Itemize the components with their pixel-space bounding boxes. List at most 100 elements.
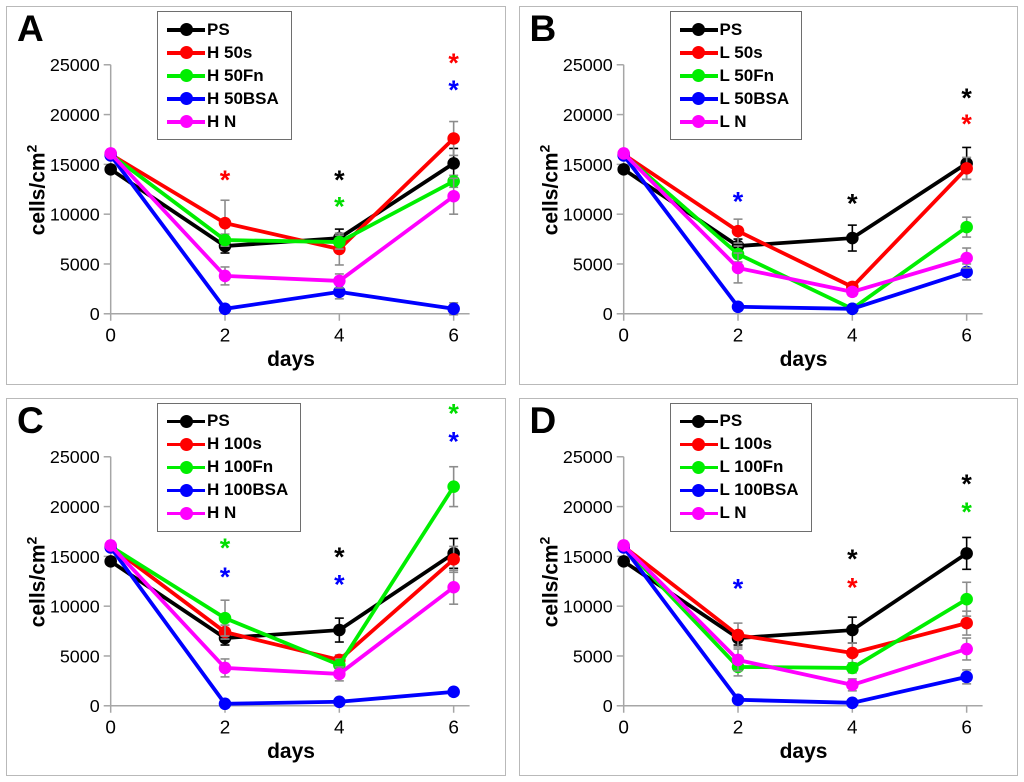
data-point: [447, 302, 460, 316]
data-point: [959, 616, 973, 629]
significance-asterisk: *: [961, 109, 972, 139]
legend-dot: [179, 437, 193, 451]
significance-asterisk: *: [334, 165, 345, 195]
y-tick-label: 5000: [572, 646, 612, 666]
legend-label: L N: [719, 503, 747, 522]
x-tick-label: 2: [220, 326, 231, 347]
significance-asterisk: *: [448, 426, 459, 456]
y-tick-label: 10000: [562, 205, 612, 225]
data-point: [731, 224, 744, 238]
y-axis-title-base: cells/cm: [26, 543, 50, 627]
legend-item-H-100Fn: H 100Fn: [167, 457, 288, 477]
significance-asterisk: *: [334, 569, 345, 599]
series-line: [622, 544, 967, 655]
legend-item-L-50Fn: L 50Fn: [679, 65, 790, 85]
legend-label: PS: [719, 411, 743, 430]
data-point: [731, 300, 744, 314]
series-line: [109, 137, 455, 252]
data-point: [333, 235, 346, 249]
legend-marker-icon: [679, 92, 718, 105]
legend-marker-icon: [167, 437, 205, 451]
legend-item-H-50Fn: H 50Fn: [167, 66, 279, 85]
data-point: [959, 265, 973, 279]
y-tick-label: 25000: [50, 55, 100, 75]
annotations: *****: [220, 48, 460, 221]
series-line: [621, 152, 967, 294]
series-line: [622, 161, 968, 248]
panel-C: 0 5000 10000 15000 20000 25000 0 2 4 6 * * * * * * C ce…: [6, 397, 506, 776]
series-PS: [104, 537, 460, 646]
data-point: [731, 693, 744, 706]
significance-asterisk: *: [448, 75, 459, 105]
legend-label: L 50Fn: [719, 65, 774, 85]
legend-label: H 100BSA: [207, 480, 289, 499]
legend-dot: [692, 460, 705, 474]
data-point: [104, 554, 117, 568]
data-point: [447, 580, 460, 594]
series-L-100s: [616, 539, 973, 664]
data-point: [616, 163, 630, 176]
x-axis-title: days: [779, 739, 828, 763]
data-point: [616, 554, 630, 568]
legend-marker-icon: [679, 437, 718, 451]
data-point: [447, 479, 460, 493]
legend-dot: [692, 437, 705, 451]
significance-asterisk: *: [847, 572, 858, 602]
series-PS: [616, 536, 973, 646]
legend-dot: [179, 92, 193, 105]
data-point: [447, 189, 460, 203]
x-tick-label: 4: [847, 717, 858, 738]
series-H-50Fn: [104, 148, 460, 250]
series-H-100Fn: [104, 465, 460, 672]
x-tick-label: 0: [618, 717, 629, 738]
y-tick-label: 25000: [562, 447, 612, 467]
legend-dot: [692, 483, 705, 497]
y-axis-title-base: cells/cm: [539, 152, 562, 236]
x-tick-label: 2: [220, 717, 231, 738]
data-point: [218, 233, 232, 247]
x-tick-label: 6: [961, 326, 972, 347]
series-line: [621, 154, 967, 311]
legend-label: H 50Fn: [207, 65, 264, 85]
series-L-100BSA: [616, 540, 973, 709]
significance-asterisk: *: [448, 48, 459, 78]
x-axis-title: days: [267, 739, 315, 763]
annotations: ******: [220, 399, 460, 600]
data-point: [731, 653, 744, 666]
series-L-50Fn: [616, 148, 973, 316]
series-line: [109, 551, 455, 640]
legend-dot: [692, 414, 705, 428]
data-point: [959, 592, 973, 605]
legend-dot: [179, 23, 193, 36]
data-point: [447, 157, 460, 170]
significance-asterisk: *: [847, 189, 858, 219]
x-tick-label: 4: [847, 326, 858, 347]
legend-item-PS: PS: [167, 411, 288, 431]
data-point: [218, 269, 232, 283]
legend-marker-icon: [679, 115, 718, 128]
data-point: [218, 697, 232, 710]
x-tick-label: 6: [448, 717, 459, 738]
legend-label: H 100s: [207, 434, 262, 453]
legend-item-L-50s: L 50s: [679, 43, 790, 62]
legend-dot: [692, 92, 705, 105]
x-tick-label: 2: [732, 326, 743, 347]
y-tick-label: 5000: [60, 254, 100, 274]
legend-item-L-100BSA: L 100BSA: [679, 480, 799, 500]
y-tick-label: 0: [602, 304, 612, 324]
significance-asterisk: *: [961, 83, 972, 113]
significance-asterisk: *: [732, 573, 743, 603]
axes: 0 5000 10000 15000 20000 25000 0 2 4 6: [50, 55, 470, 347]
series-line: [109, 152, 455, 244]
axes: 0 5000 10000 15000 20000 25000 0 2 4 6: [562, 55, 983, 347]
data-point: [959, 642, 973, 655]
legend-marker-icon: [679, 506, 718, 520]
data-point: [845, 231, 859, 245]
data-point: [218, 302, 232, 316]
legend-marker-icon: [679, 460, 718, 474]
legend-item-L-100s: L 100s: [679, 434, 799, 454]
series-line: [109, 544, 455, 662]
series-line: [621, 152, 968, 311]
data-point: [959, 162, 973, 175]
